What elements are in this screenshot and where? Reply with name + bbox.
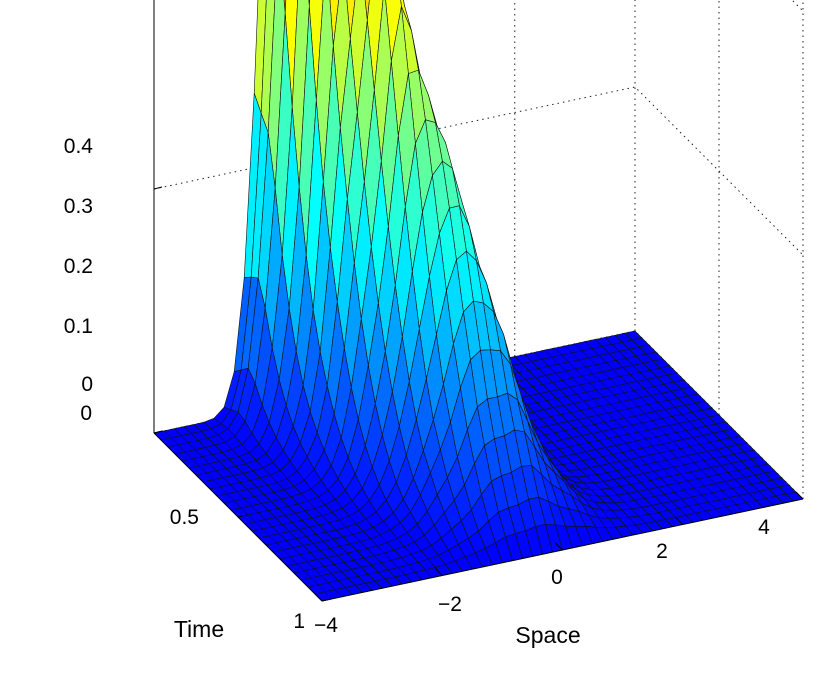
x-tick-label: 0 [551,566,563,589]
z-gridline [791,0,804,12]
y-axis-label: Time [174,616,224,642]
x-tick-label: −2 [438,593,462,616]
x-tick-label: 2 [656,540,668,563]
y-tick-label: 1 [293,610,305,633]
x-tick-mark [314,593,323,602]
z-tick-label: 0 [81,373,93,396]
z-gridline [153,86,804,256]
x-tick-label: −4 [314,614,338,637]
z-tick-label: 0.4 [64,135,94,158]
z-tick-label: 0.3 [64,195,93,218]
y-tick-mark [321,598,332,602]
surface-facet [364,0,370,21]
y-tick-mark [237,514,248,518]
x-tick-mark [795,491,804,500]
axes-frame [153,0,804,602]
x-axis-label: Space [515,622,580,648]
x-tick-mark [675,517,684,525]
y-tick-mark [153,430,164,434]
z-tick-label: 0.1 [64,315,93,338]
surface-mesh [153,0,804,602]
x-tick-label: 4 [758,516,770,539]
z-tick-mark [153,186,163,190]
x-tick-mark [434,568,443,576]
z-tick-label: 0.2 [64,255,93,278]
y-tick-label: 0 [80,402,92,425]
y-tick-label: 0.5 [170,506,199,529]
x-tick-mark [555,542,563,551]
